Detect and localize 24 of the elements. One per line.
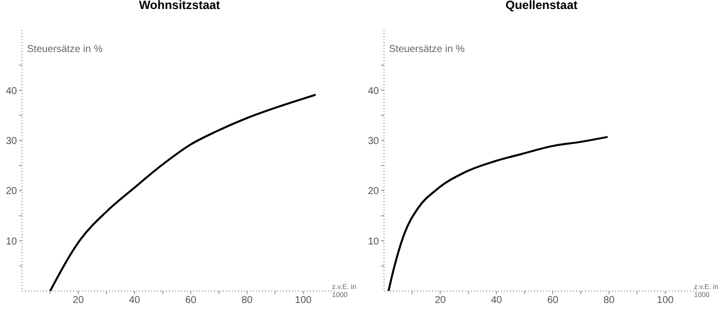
x-tick-label: 80 [603, 295, 615, 306]
y-axis-title: Steuersätze in % [27, 44, 103, 55]
x-tick-label: 100 [656, 295, 674, 306]
x-tick-label: 20 [72, 295, 84, 306]
y-tick-label: 40 [6, 86, 18, 97]
y-axis-title: Steuersätze in % [389, 44, 465, 55]
chart-title: Quellenstaat [504, 0, 579, 12]
y-tick-label: 10 [368, 236, 380, 248]
y-tick-label: 20 [6, 186, 18, 198]
line-series [49, 94, 317, 291]
x-tick-label: 60 [547, 295, 559, 306]
x-tick-label: 20 [434, 295, 446, 306]
line-series [388, 136, 609, 291]
y-tick-label: 20 [368, 186, 380, 198]
x-tick-label: 80 [241, 295, 253, 306]
y-tick-label: 30 [6, 136, 18, 147]
x-tick-label: 40 [490, 295, 502, 306]
x-tick-label: 60 [185, 295, 197, 306]
x-tick-label: 40 [128, 295, 140, 306]
y-tick-label: 10 [6, 236, 18, 248]
y-tick-label: 40 [368, 86, 380, 97]
chart-title: Wohnsitzstaat [138, 0, 222, 12]
y-tick-label: 30 [368, 136, 380, 147]
x-tick-label: 100 [294, 295, 312, 306]
